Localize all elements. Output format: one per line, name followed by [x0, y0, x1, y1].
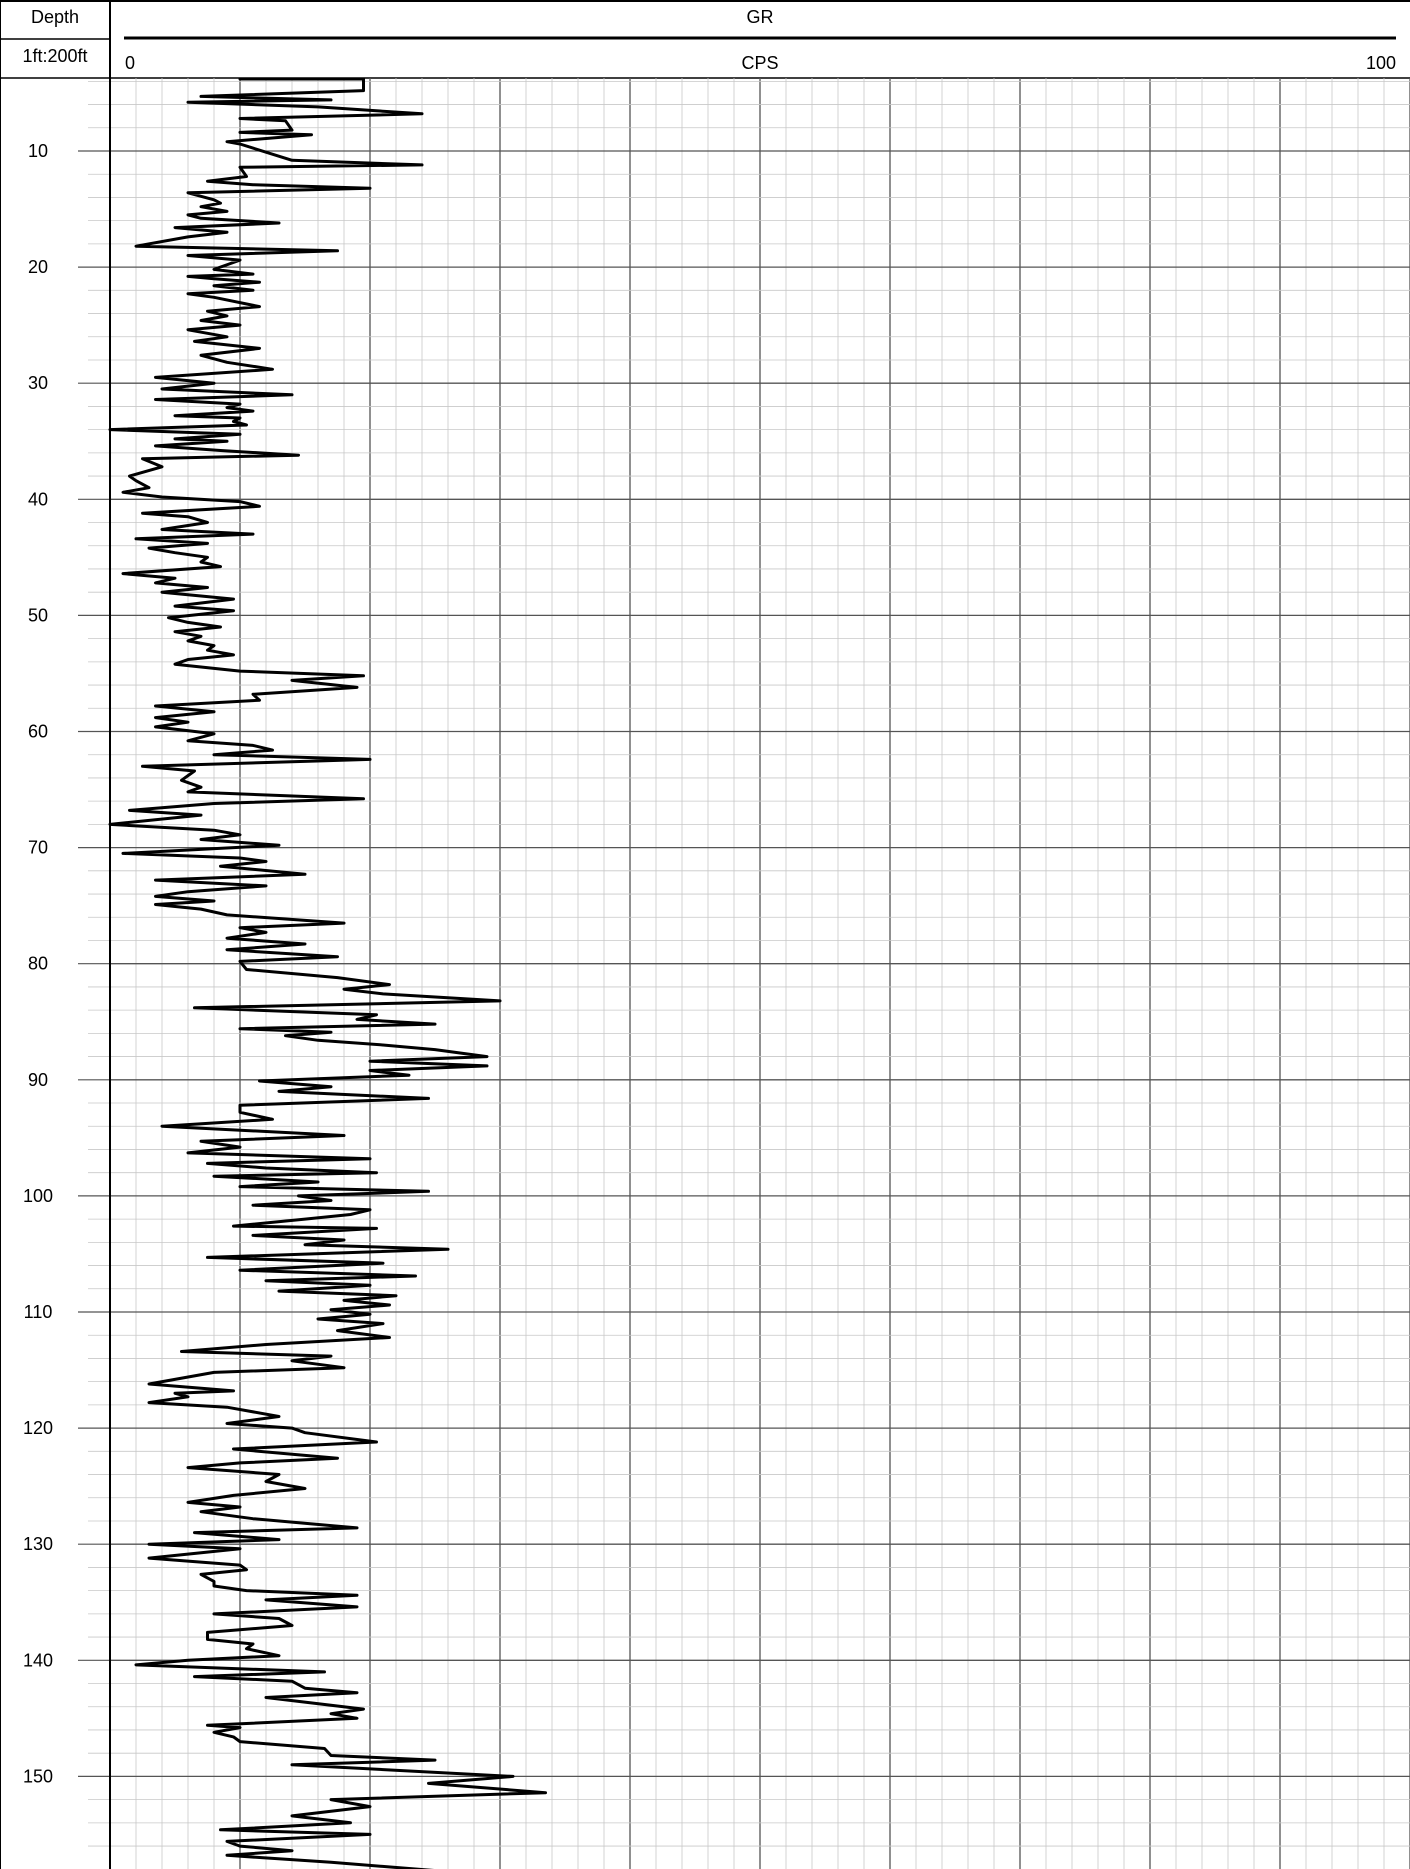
depth-tick-label: 50	[28, 605, 48, 625]
depth-tick-label: 60	[28, 722, 48, 742]
depth-tick-label: 20	[28, 257, 48, 277]
depth-axis: 10 20 30 40 50 60 70 80 90 100 110 120 130 140 150	[23, 141, 53, 1786]
depth-tick-label: 100	[23, 1186, 53, 1206]
depth-scale-label: 1ft:200ft	[22, 46, 87, 66]
gr-curve	[108, 77, 547, 1869]
depth-tick-label: 70	[28, 838, 48, 858]
depth-tick-label: 10	[28, 141, 48, 161]
depth-tick-label: 80	[28, 954, 48, 974]
scale-max-label: 100	[1366, 53, 1396, 73]
depth-tick-label: 110	[24, 1302, 53, 1322]
track-title: GR	[747, 7, 774, 27]
depth-tick-label: 30	[28, 373, 48, 393]
depth-tick-label: 140	[23, 1650, 53, 1670]
track-units: CPS	[741, 53, 778, 73]
gr-curve-layer	[108, 77, 547, 1869]
depth-column-title: Depth	[31, 7, 79, 27]
depth-tick-label: 90	[28, 1070, 48, 1090]
depth-tick-label: 130	[23, 1534, 53, 1554]
depth-tick-label: 150	[23, 1766, 53, 1786]
depth-tick-label: 40	[28, 489, 48, 509]
track-frame	[0, 0, 111, 1869]
scale-min-label: 0	[125, 53, 135, 73]
log-header: Depth 1ft:200ft GR CPS 0 100	[0, 0, 1410, 79]
depth-tick-label: 120	[23, 1418, 53, 1438]
